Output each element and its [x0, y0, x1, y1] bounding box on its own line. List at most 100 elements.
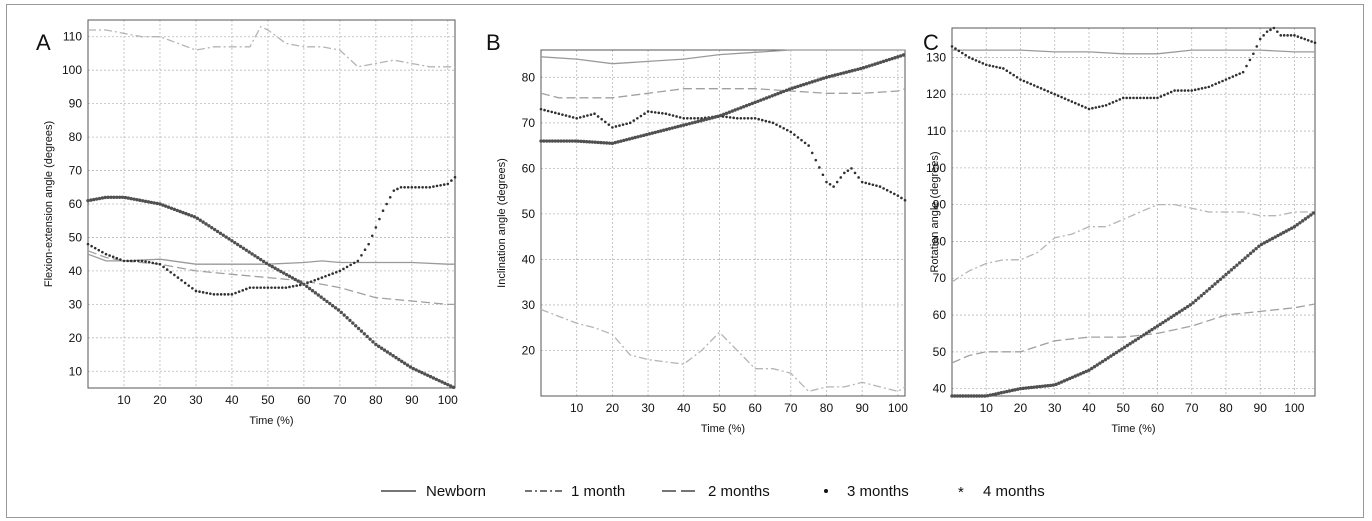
series-point [309, 280, 313, 283]
series-point [1270, 236, 1275, 241]
series-point [659, 129, 663, 133]
series-point [194, 289, 198, 293]
series-point [296, 279, 300, 283]
series-point [385, 350, 390, 354]
series-point [1303, 217, 1308, 221]
series-point [850, 69, 854, 73]
series-point [761, 97, 766, 101]
series-point [983, 394, 987, 398]
series-point [1008, 71, 1012, 75]
series-point [201, 291, 205, 294]
series-point [270, 286, 273, 289]
legend-label: 3 months [847, 483, 909, 500]
series-point [100, 196, 105, 200]
series-point [306, 281, 309, 285]
series-point [818, 166, 821, 169]
series-point [90, 244, 93, 248]
series-point [778, 125, 782, 128]
series-point [1065, 377, 1069, 382]
series-point [835, 180, 839, 184]
x-tick-label: 10 [980, 401, 994, 415]
series-point [365, 334, 369, 339]
series-point [996, 391, 1001, 396]
series-point [954, 47, 957, 50]
series-point [388, 196, 392, 199]
series-point [841, 71, 846, 75]
series-point [647, 132, 652, 136]
x-axis-label: Time (%) [1111, 423, 1155, 435]
series-point [263, 286, 266, 289]
series-point [158, 202, 162, 206]
series-point [241, 246, 246, 250]
series-point [760, 118, 764, 122]
series-point [330, 304, 335, 308]
y-tick-label: 110 [63, 30, 82, 44]
series-point [887, 57, 891, 62]
series-point [1265, 30, 1269, 33]
series-point [719, 113, 723, 118]
series-point [1292, 225, 1297, 229]
series-point [893, 56, 897, 60]
series-point [215, 229, 220, 234]
series-point [86, 242, 90, 246]
x-tick-label: 70 [1185, 401, 1199, 415]
series-point [1298, 221, 1302, 225]
series-line-1-month [951, 203, 1315, 283]
x-tick-label: 60 [748, 401, 762, 415]
series-point [1150, 327, 1154, 332]
series-point [1073, 101, 1077, 105]
series-point [368, 337, 372, 341]
series-point [1216, 279, 1220, 284]
series-point [1145, 96, 1149, 100]
series-point [1043, 384, 1047, 388]
series-point [396, 187, 399, 191]
y-tick-label: 110 [927, 124, 946, 138]
series-point [290, 276, 295, 280]
series-point [1087, 368, 1091, 372]
series-point [356, 259, 360, 263]
series-point [414, 185, 417, 189]
y-tick-label: 30 [69, 297, 83, 311]
series-point [699, 119, 703, 123]
series-point [1268, 238, 1272, 242]
series-point [1188, 303, 1193, 307]
series-point [882, 187, 885, 190]
x-tick-label: 70 [784, 401, 798, 415]
series-point [378, 217, 381, 221]
series-point [1295, 223, 1299, 227]
panel-b: 10 20 30 40 50 60 70 80 90 100 20 30 40 50 60 70 80 Time … [486, 30, 908, 435]
series-point [253, 254, 257, 258]
series-point [1125, 96, 1128, 100]
series-point [352, 261, 356, 265]
series-point [172, 207, 177, 212]
plot-area [87, 19, 456, 389]
series-point [1254, 246, 1258, 251]
series-point [559, 139, 563, 143]
series-point [284, 286, 288, 289]
series-point [410, 185, 414, 189]
series-point [189, 214, 194, 218]
series-point [417, 185, 421, 189]
series-point [224, 235, 228, 239]
series-point [282, 271, 286, 275]
series-point [405, 363, 410, 367]
series-point [639, 114, 643, 118]
series-point [853, 68, 857, 72]
series-point [1132, 96, 1135, 100]
x-tick-label: 30 [189, 393, 203, 407]
x-tick-label: 90 [855, 401, 869, 415]
series-point [421, 185, 424, 189]
series-point [453, 175, 457, 179]
series-point [958, 394, 962, 398]
series-point [1290, 226, 1294, 230]
series-point [1090, 366, 1094, 371]
series-point [259, 286, 263, 289]
series-point [980, 394, 984, 398]
series-point [280, 286, 284, 289]
series-point [716, 114, 720, 119]
series-point [974, 394, 979, 398]
series-point [1147, 329, 1151, 334]
series-point [1067, 98, 1070, 102]
series-point [166, 205, 171, 209]
series-line-1-month [88, 25, 455, 68]
